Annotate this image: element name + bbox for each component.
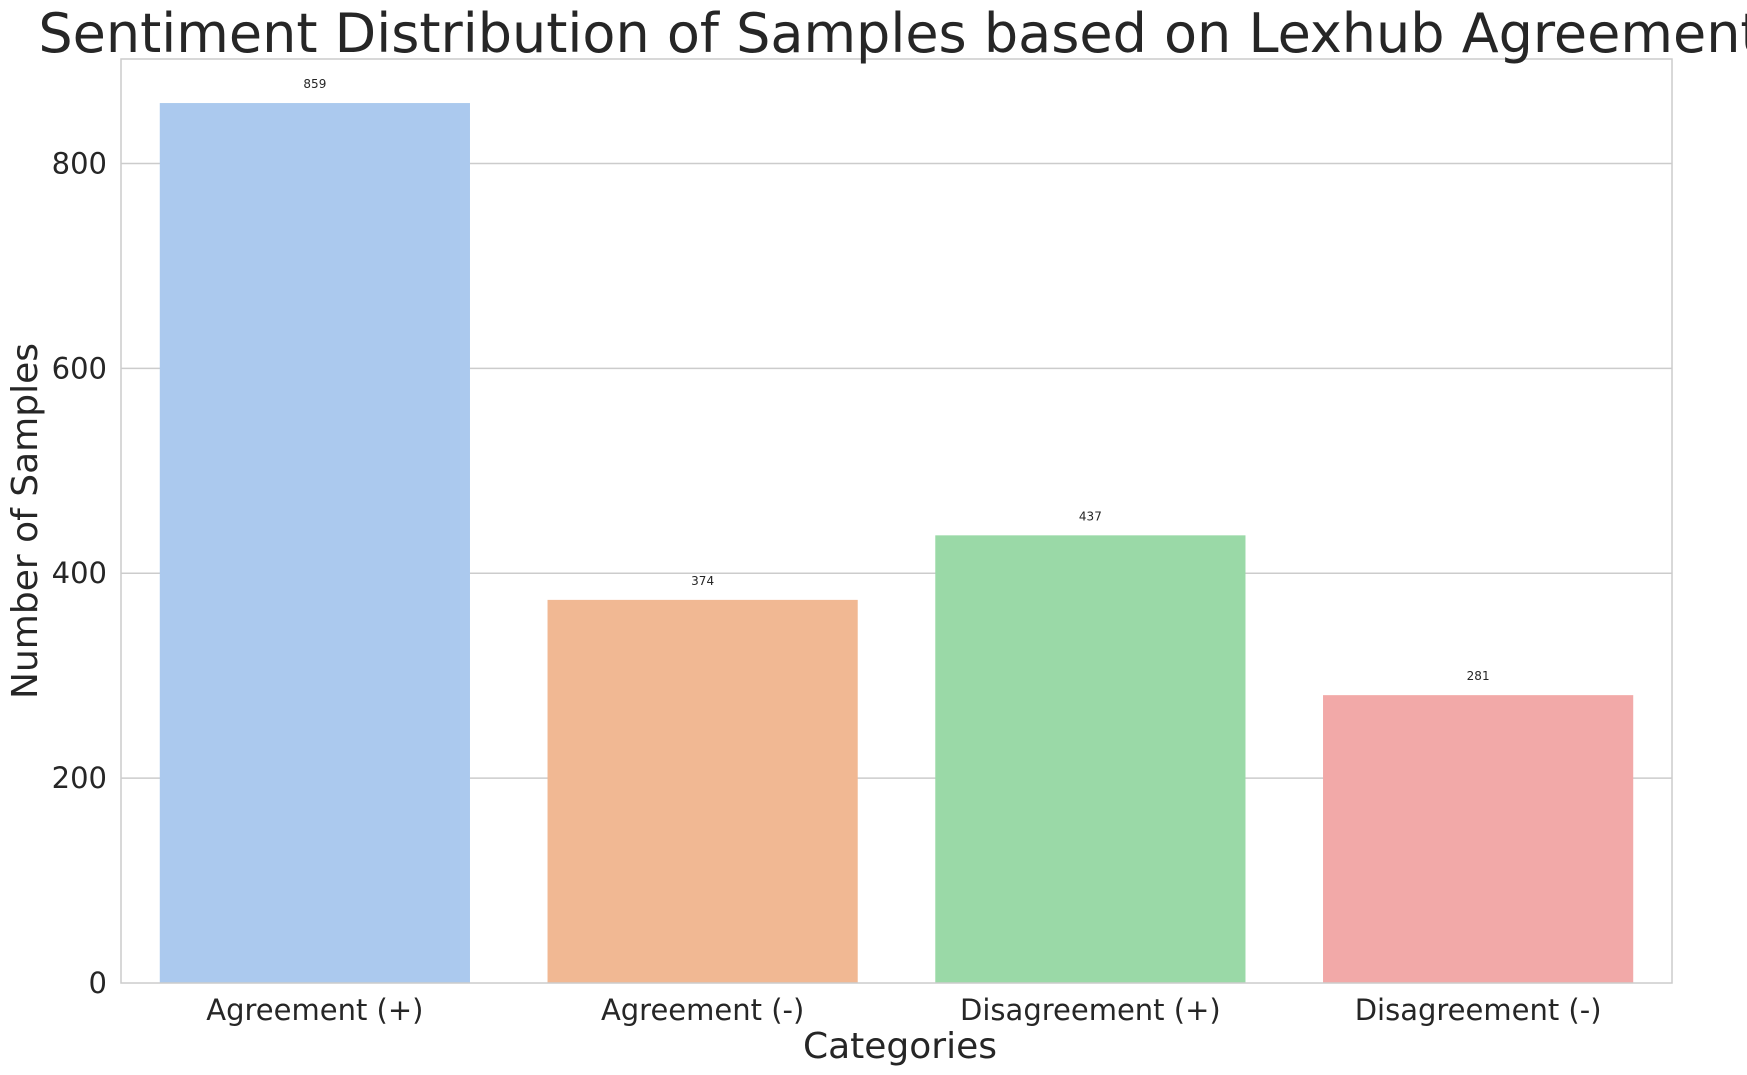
y-tick-label: 600: [52, 351, 107, 385]
x-axis-label: Categories: [803, 1026, 997, 1067]
bar: [159, 103, 470, 984]
bar: [935, 535, 1246, 983]
plot-frame: [120, 58, 1673, 984]
y-axis-ticks: 0 200 400 600 800: [52, 146, 107, 1000]
bar: [547, 599, 858, 983]
y-tick-label: 800: [52, 146, 107, 180]
chart-title: Sentiment Distribution of Samples based …: [38, 2, 1747, 65]
x-tick-label: Agreement (+): [206, 993, 423, 1027]
bar-value-label: 374: [691, 574, 714, 588]
x-tick-label: Disagreement (+): [960, 993, 1221, 1027]
bar: [1323, 695, 1634, 983]
x-tick-label: Agreement (-): [601, 993, 804, 1027]
bars: [159, 103, 1634, 984]
bar-value-label: 281: [1467, 669, 1490, 683]
y-axis-label: Number of Samples: [5, 343, 46, 699]
y-tick-label: 200: [52, 761, 107, 795]
y-tick-label: 400: [52, 556, 107, 590]
y-tick-label: 0: [89, 966, 107, 1000]
bar-value-label: 859: [303, 77, 326, 91]
x-axis-ticks: Agreement (+) Agreement (-) Disagreement (…: [206, 993, 1601, 1027]
data-labels: 859 374 437 281: [303, 77, 1489, 683]
bar-value-label: 437: [1079, 509, 1102, 523]
x-tick-label: Disagreement (-): [1355, 993, 1602, 1027]
